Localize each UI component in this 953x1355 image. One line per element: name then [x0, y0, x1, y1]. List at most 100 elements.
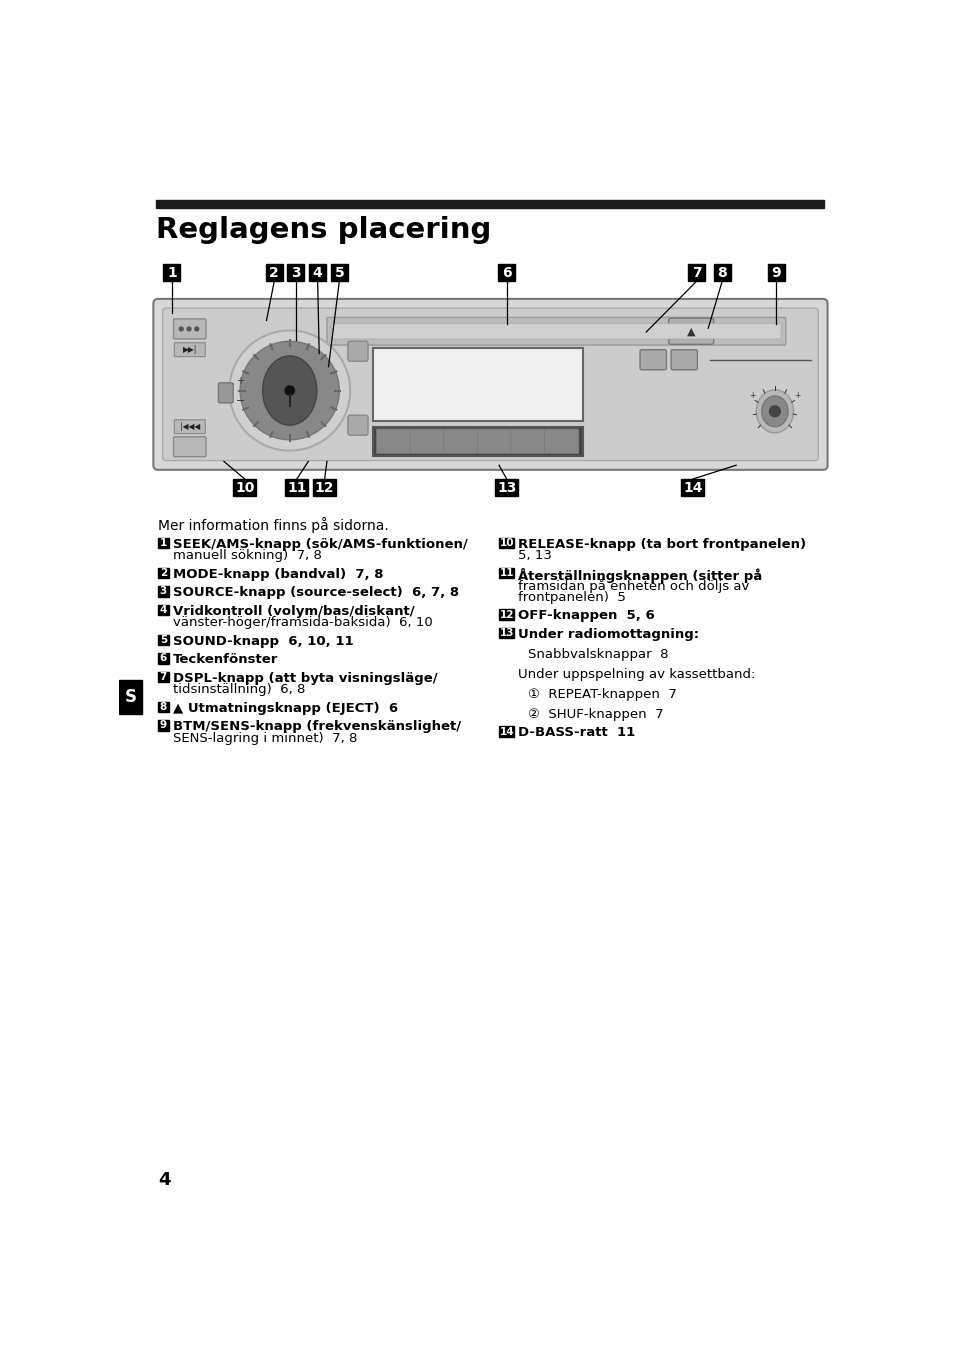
FancyBboxPatch shape [327, 317, 785, 346]
Bar [163, 264, 180, 282]
FancyBboxPatch shape [348, 415, 368, 435]
Text: BTM/SENS-knapp (frekvenskänslighet/: BTM/SENS-knapp (frekvenskänslighet/ [172, 720, 460, 733]
Text: SEEK/AMS-knapp (sök/AMS-funktionen/: SEEK/AMS-knapp (sök/AMS-funktionen/ [172, 538, 467, 550]
Ellipse shape [229, 331, 350, 451]
FancyBboxPatch shape [332, 324, 781, 339]
Bar [498, 610, 514, 621]
Circle shape [769, 406, 780, 417]
FancyBboxPatch shape [668, 318, 713, 344]
FancyBboxPatch shape [639, 350, 666, 370]
Text: 1: 1 [160, 538, 167, 547]
Text: 11: 11 [287, 481, 306, 495]
Text: Återställningsknappen (sitter på: Återställningsknappen (sitter på [517, 568, 761, 583]
Text: +: + [748, 392, 755, 401]
Bar [158, 604, 169, 615]
Text: frontpanelen)  5: frontpanelen) 5 [517, 591, 625, 604]
Text: RELEASE-knapp (ta bort frontpanelen): RELEASE-knapp (ta bort frontpanelen) [517, 538, 805, 550]
Bar [498, 726, 514, 737]
Bar [767, 264, 784, 282]
Bar [119, 680, 142, 714]
Text: 7: 7 [691, 266, 700, 279]
Text: 11: 11 [499, 568, 514, 579]
Circle shape [187, 327, 191, 331]
Text: 7: 7 [159, 672, 167, 682]
Text: 13: 13 [497, 481, 516, 495]
Bar [233, 480, 256, 496]
FancyBboxPatch shape [670, 350, 697, 370]
Text: framsidan på enheten och döljs av: framsidan på enheten och döljs av [517, 579, 749, 593]
Text: SOURCE-knapp (source-select)  6, 7, 8: SOURCE-knapp (source-select) 6, 7, 8 [172, 587, 458, 599]
Text: 9: 9 [771, 266, 781, 279]
Text: 9: 9 [160, 721, 167, 730]
Bar [158, 720, 169, 730]
Text: DSPL-knapp (att byta visningsläge/: DSPL-knapp (att byta visningsläge/ [172, 672, 436, 684]
Text: 5, 13: 5, 13 [517, 549, 552, 562]
Bar [309, 264, 326, 282]
Text: Mer information finns på sidorna.: Mer information finns på sidorna. [158, 516, 388, 533]
FancyBboxPatch shape [348, 341, 368, 362]
Text: 3: 3 [160, 587, 167, 596]
Bar [498, 627, 514, 638]
Text: 12: 12 [314, 481, 334, 495]
Text: Reglagens placering: Reglagens placering [155, 217, 491, 244]
Text: 2: 2 [160, 568, 167, 579]
Circle shape [285, 386, 294, 396]
Bar [158, 702, 169, 713]
Bar [158, 653, 169, 664]
Bar [498, 568, 514, 579]
Circle shape [179, 327, 183, 331]
Ellipse shape [760, 396, 787, 427]
Bar [158, 538, 169, 549]
Bar [285, 480, 308, 496]
FancyBboxPatch shape [174, 420, 205, 434]
Text: Under uppspelning av kassettband:: Under uppspelning av kassettband: [517, 668, 755, 680]
Ellipse shape [262, 356, 316, 425]
FancyBboxPatch shape [173, 318, 206, 339]
Bar [687, 264, 704, 282]
Text: 14: 14 [499, 726, 514, 737]
Text: ▲ Utmatningsknapp (EJECT)  6: ▲ Utmatningsknapp (EJECT) 6 [172, 702, 397, 714]
Bar [331, 264, 348, 282]
Text: 14: 14 [682, 481, 701, 495]
Text: vänster-höger/framsida-baksida)  6, 10: vänster-höger/framsida-baksida) 6, 10 [172, 617, 432, 629]
Bar [313, 480, 335, 496]
FancyBboxPatch shape [443, 430, 477, 454]
Bar [158, 672, 169, 683]
FancyBboxPatch shape [218, 383, 233, 402]
Text: −: − [235, 396, 245, 406]
Ellipse shape [240, 341, 339, 440]
Bar [287, 264, 304, 282]
FancyBboxPatch shape [544, 430, 578, 454]
Text: ▶▶|: ▶▶| [182, 346, 196, 354]
Bar [495, 480, 517, 496]
Text: manuell sökning)  7, 8: manuell sökning) 7, 8 [172, 549, 321, 562]
Text: Snabbvalsknappar  8: Snabbvalsknappar 8 [527, 648, 667, 661]
FancyBboxPatch shape [162, 308, 818, 461]
Text: +: + [793, 392, 800, 401]
FancyBboxPatch shape [410, 430, 444, 454]
Text: 13: 13 [499, 629, 514, 638]
Text: Teckenfönster: Teckenfönster [172, 653, 278, 667]
Bar [266, 264, 282, 282]
Text: 10: 10 [234, 481, 254, 495]
Bar [158, 634, 169, 645]
Text: 4: 4 [159, 604, 167, 615]
Text: 6: 6 [501, 266, 511, 279]
Text: 1: 1 [167, 266, 176, 279]
Bar [155, 199, 822, 209]
Text: 6: 6 [160, 653, 167, 664]
Text: 8: 8 [717, 266, 726, 279]
Text: 4: 4 [158, 1171, 171, 1190]
Bar [497, 264, 515, 282]
Text: D-BASS-ratt  11: D-BASS-ratt 11 [517, 726, 635, 740]
Bar [498, 538, 514, 549]
Text: 4: 4 [313, 266, 322, 279]
FancyBboxPatch shape [476, 430, 511, 454]
FancyBboxPatch shape [153, 299, 827, 470]
Text: 2: 2 [269, 266, 279, 279]
Text: tidsinställning)  6, 8: tidsinställning) 6, 8 [172, 683, 305, 696]
Text: ▲: ▲ [686, 327, 695, 336]
Text: +: + [236, 377, 244, 386]
FancyBboxPatch shape [174, 343, 205, 356]
Text: ①  REPEAT-knappen  7: ① REPEAT-knappen 7 [527, 688, 676, 701]
